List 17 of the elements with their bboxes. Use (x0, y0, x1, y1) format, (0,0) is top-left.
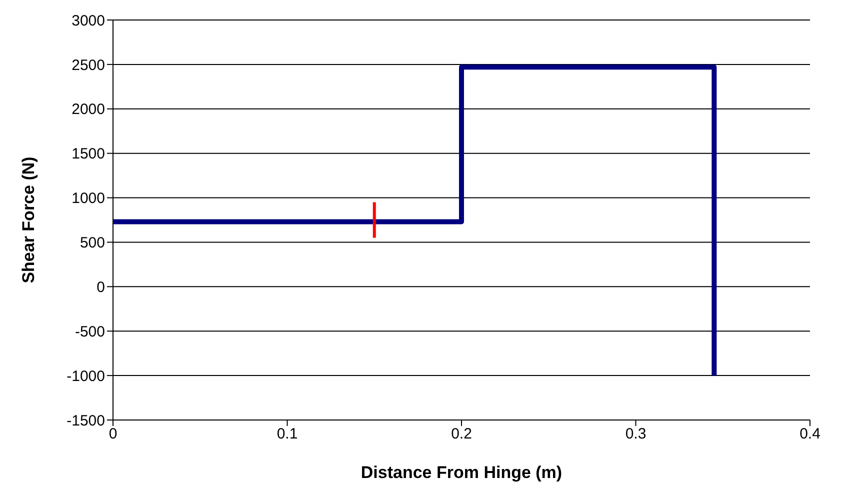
x-tick-label: 0 (108, 426, 118, 443)
y-tick-label: 0 (96, 278, 105, 296)
y-tick-label: -1500 (66, 412, 105, 430)
x-tick-label: 0.4 (800, 426, 820, 443)
x-tick-label: 0.3 (625, 426, 646, 443)
x-tick-label: 0.2 (451, 426, 472, 443)
x-tick-label: 0.1 (276, 426, 298, 443)
y-tick-label: 2000 (72, 101, 105, 118)
y-tick-label: -500 (74, 323, 105, 340)
y-tick-label: 1500 (72, 146, 105, 163)
y-tick-label: 500 (80, 234, 105, 252)
y-tick-label: 3000 (72, 12, 105, 30)
y-tick-label: 1000 (72, 190, 105, 208)
x-axis-title: Distance From Hinge (m) (360, 463, 562, 482)
y-axis-title: Shear Force (N) (19, 156, 38, 284)
y-tick-label: 2500 (72, 56, 105, 74)
y-tick-label: -1000 (66, 368, 105, 385)
